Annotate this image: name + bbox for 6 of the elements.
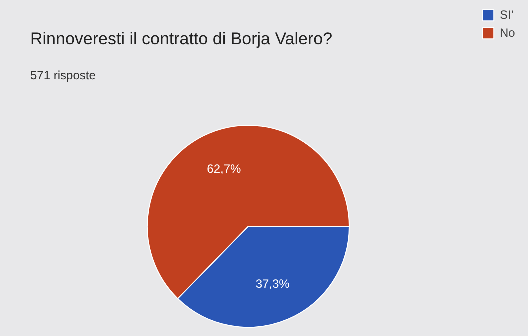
data-label: 37,3% bbox=[256, 277, 290, 292]
data-label: 62,7% bbox=[207, 162, 242, 176]
legend-label: SI' bbox=[500, 8, 515, 22]
text: Rinnoveresti il contratto di Borja Valero? bbox=[30, 30, 333, 48]
text: 571 risposte bbox=[30, 68, 96, 82]
legend-label: No bbox=[500, 26, 516, 40]
